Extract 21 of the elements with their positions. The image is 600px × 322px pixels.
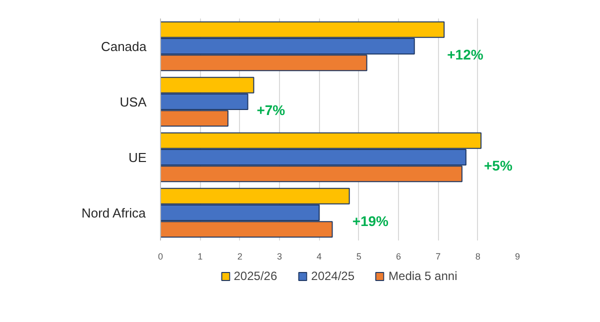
x-tick-label: 0 — [158, 252, 164, 262]
x-tick-label: 8 — [475, 252, 480, 262]
y-tick-label: UE — [128, 150, 147, 165]
x-tick-label: 6 — [396, 252, 402, 262]
x-tick-label: 2 — [237, 252, 242, 262]
y-tick-label: Canada — [100, 38, 148, 54]
y-tick-label: USA — [120, 94, 147, 110]
annotation: +7% — [256, 102, 286, 118]
x-tick-label: 9 — [514, 252, 520, 262]
y-tick-label: Nord Africa — [81, 205, 147, 220]
x-tick-label: 7 — [436, 252, 441, 262]
x-tick-label: 3 — [276, 252, 282, 262]
x-tick-label: 5 — [356, 252, 362, 262]
legend-label: 2025/26 — [234, 269, 278, 283]
annotation: +19% — [352, 213, 390, 230]
annotation: +12% — [447, 46, 484, 63]
x-tick-label: 4 — [316, 252, 322, 262]
legend-label: Media 5 anni — [388, 269, 458, 283]
annotation: +5% — [484, 158, 513, 174]
legend-label: 2024/25 — [311, 269, 355, 283]
x-tick-label: 1 — [198, 252, 203, 262]
